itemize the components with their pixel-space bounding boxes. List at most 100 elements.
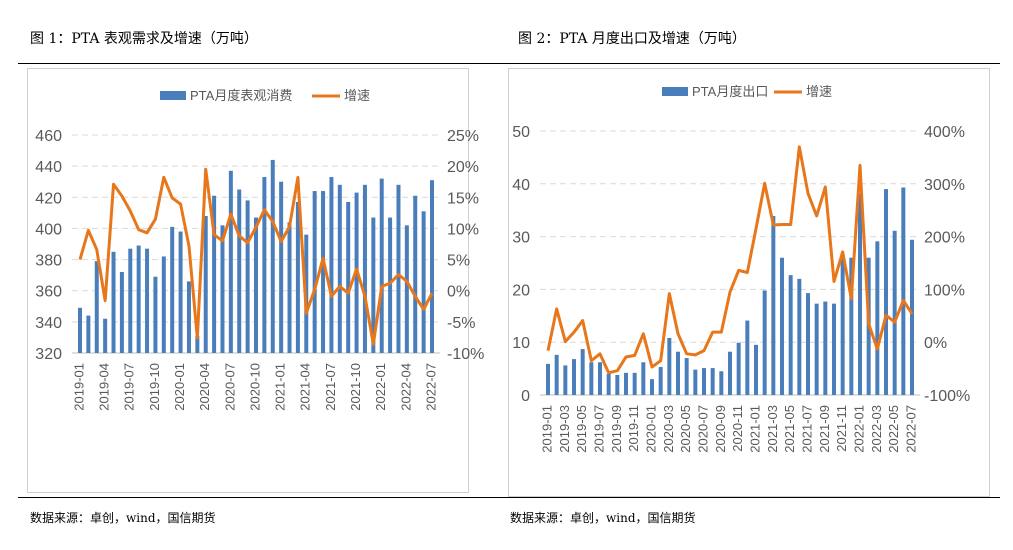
bar-2022-03: [875, 241, 880, 395]
left-axis-tick-label: 460: [35, 128, 62, 145]
bar-2020-11: [736, 342, 741, 395]
bar-2019-01: [546, 363, 550, 395]
bar-2019-06: [589, 362, 594, 395]
bar-2019-08: [136, 245, 141, 353]
bar-2022-04: [884, 189, 888, 395]
right-axis-tick-label: 25%: [447, 128, 479, 145]
left-axis-tick-label: 320: [35, 346, 62, 363]
x-tick-label: 2022-05: [886, 405, 901, 453]
bar-2020-09: [245, 200, 250, 353]
x-tick-label: 2021-04: [298, 363, 313, 411]
bar-2021-07: [806, 293, 810, 395]
bar-2019-03: [94, 261, 99, 353]
figure1-title: 图 1：PTA 表观需求及增速（万吨）: [30, 31, 258, 47]
left-axis-tick-label: 400: [35, 221, 62, 238]
bar-2020-01: [650, 379, 654, 395]
x-tick-label: 2019-07: [591, 405, 606, 453]
left-axis-tick-label: 440: [35, 159, 62, 176]
legend-label-bar: PTA月度表观消费: [190, 88, 292, 103]
bottom-rule: [18, 497, 1000, 498]
right-axis-tick-label: -10%: [447, 346, 484, 363]
bar-2019-09: [145, 248, 150, 353]
bar-2022-03: [396, 184, 401, 353]
bar-2021-06: [321, 191, 326, 353]
bar-2020-07: [228, 170, 233, 353]
bar-2019-04: [103, 318, 108, 353]
left-axis-tick-label: 40: [512, 177, 530, 194]
x-tick-label: 2020-01: [643, 405, 658, 453]
bar-2020-06: [220, 225, 225, 353]
bar-2021-12: [849, 257, 854, 395]
x-tick-label: 2020-07: [222, 363, 237, 411]
right-axis-tick-label: 5%: [447, 253, 470, 270]
bar-2019-12: [641, 362, 646, 395]
left-axis-tick-label: 360: [35, 284, 62, 301]
bar-2021-04: [780, 257, 784, 395]
right-axis-tick-label: 20%: [447, 159, 479, 176]
bar-2020-05: [212, 195, 217, 353]
right-axis-tick-label: -5%: [447, 315, 475, 332]
x-tick-label: 2019-07: [122, 363, 137, 411]
bar-2021-02: [287, 222, 292, 353]
bar-2019-07: [598, 362, 602, 395]
left-axis-tick-label: 10: [512, 335, 530, 352]
bar-2020-06: [693, 369, 698, 395]
bar-2020-10: [254, 217, 258, 353]
legend-swatch-bar: [662, 87, 688, 96]
bar-2020-05: [684, 358, 689, 395]
bar-2021-11: [362, 184, 367, 353]
x-tick-label: 2019-05: [574, 405, 589, 453]
chart2-frame: [508, 68, 990, 497]
x-tick-label: 2020-03: [661, 405, 676, 453]
bar-2022-06: [421, 211, 426, 353]
x-tick-label: 2020-10: [247, 363, 262, 411]
bar-2019-03: [563, 365, 568, 395]
bar-2021-08: [337, 184, 342, 353]
right-axis-tick-label: 10%: [447, 221, 479, 238]
bar-2019-07: [128, 248, 133, 353]
bar-2020-04: [676, 351, 680, 395]
left-axis-tick-label: 0: [521, 388, 530, 405]
bar-2021-05: [312, 191, 317, 353]
x-tick-label: 2021-05: [782, 405, 797, 453]
right-axis-tick-label: 15%: [447, 190, 479, 207]
x-tick-label: 2019-11: [626, 405, 641, 452]
growth-line: [546, 145, 914, 375]
x-tick-label: 2021-03: [765, 405, 780, 453]
bar-2020-12: [745, 320, 750, 395]
x-tick-label: 2021-07: [799, 405, 814, 453]
figure2-title: 图 2：PTA 月度出口及增速（万吨）: [518, 31, 746, 47]
bar-2022-07: [430, 180, 434, 353]
x-tick-label: 2020-07: [695, 405, 710, 453]
right-axis-tick-label: 200%: [924, 230, 965, 247]
bar-2022-04: [404, 225, 409, 353]
bar-2019-01: [78, 307, 82, 353]
x-tick-label: 2019-04: [97, 363, 112, 411]
bar-2020-08: [237, 189, 242, 353]
x-tick-label: 2022-07: [423, 363, 438, 411]
right-axis-tick-label: 0%: [447, 284, 470, 301]
top-rule: [18, 63, 1000, 64]
bar-2021-05: [788, 275, 793, 395]
x-tick-label: 2019-09: [609, 405, 624, 453]
x-tick-label: 2022-04: [398, 363, 413, 411]
chart1-frame: [27, 68, 469, 493]
right-axis-tick-label: -100%: [924, 388, 970, 405]
left-axis-tick-label: 20: [512, 282, 530, 299]
bar-2022-07: [910, 239, 914, 395]
bar-2020-03: [667, 337, 672, 395]
x-tick-label: 2019-10: [147, 363, 162, 411]
figure1-source: 数据来源：卓创，wind，国信期货: [30, 511, 216, 525]
left-axis-tick-label: 50: [512, 124, 530, 141]
x-tick-label: 2019-01: [539, 405, 554, 453]
bar-2020-11: [262, 177, 267, 353]
bar-2022-01: [858, 193, 862, 395]
x-tick-label: 2022-07: [903, 405, 918, 453]
x-tick-label: 2020-05: [678, 405, 693, 453]
bar-2021-08: [814, 303, 819, 395]
bar-2019-02: [86, 315, 91, 353]
x-tick-label: 2022-01: [851, 405, 866, 453]
legend-swatch-bar: [160, 91, 186, 100]
x-tick-label: 2022-03: [869, 405, 884, 453]
bar-2021-12: [371, 217, 376, 353]
